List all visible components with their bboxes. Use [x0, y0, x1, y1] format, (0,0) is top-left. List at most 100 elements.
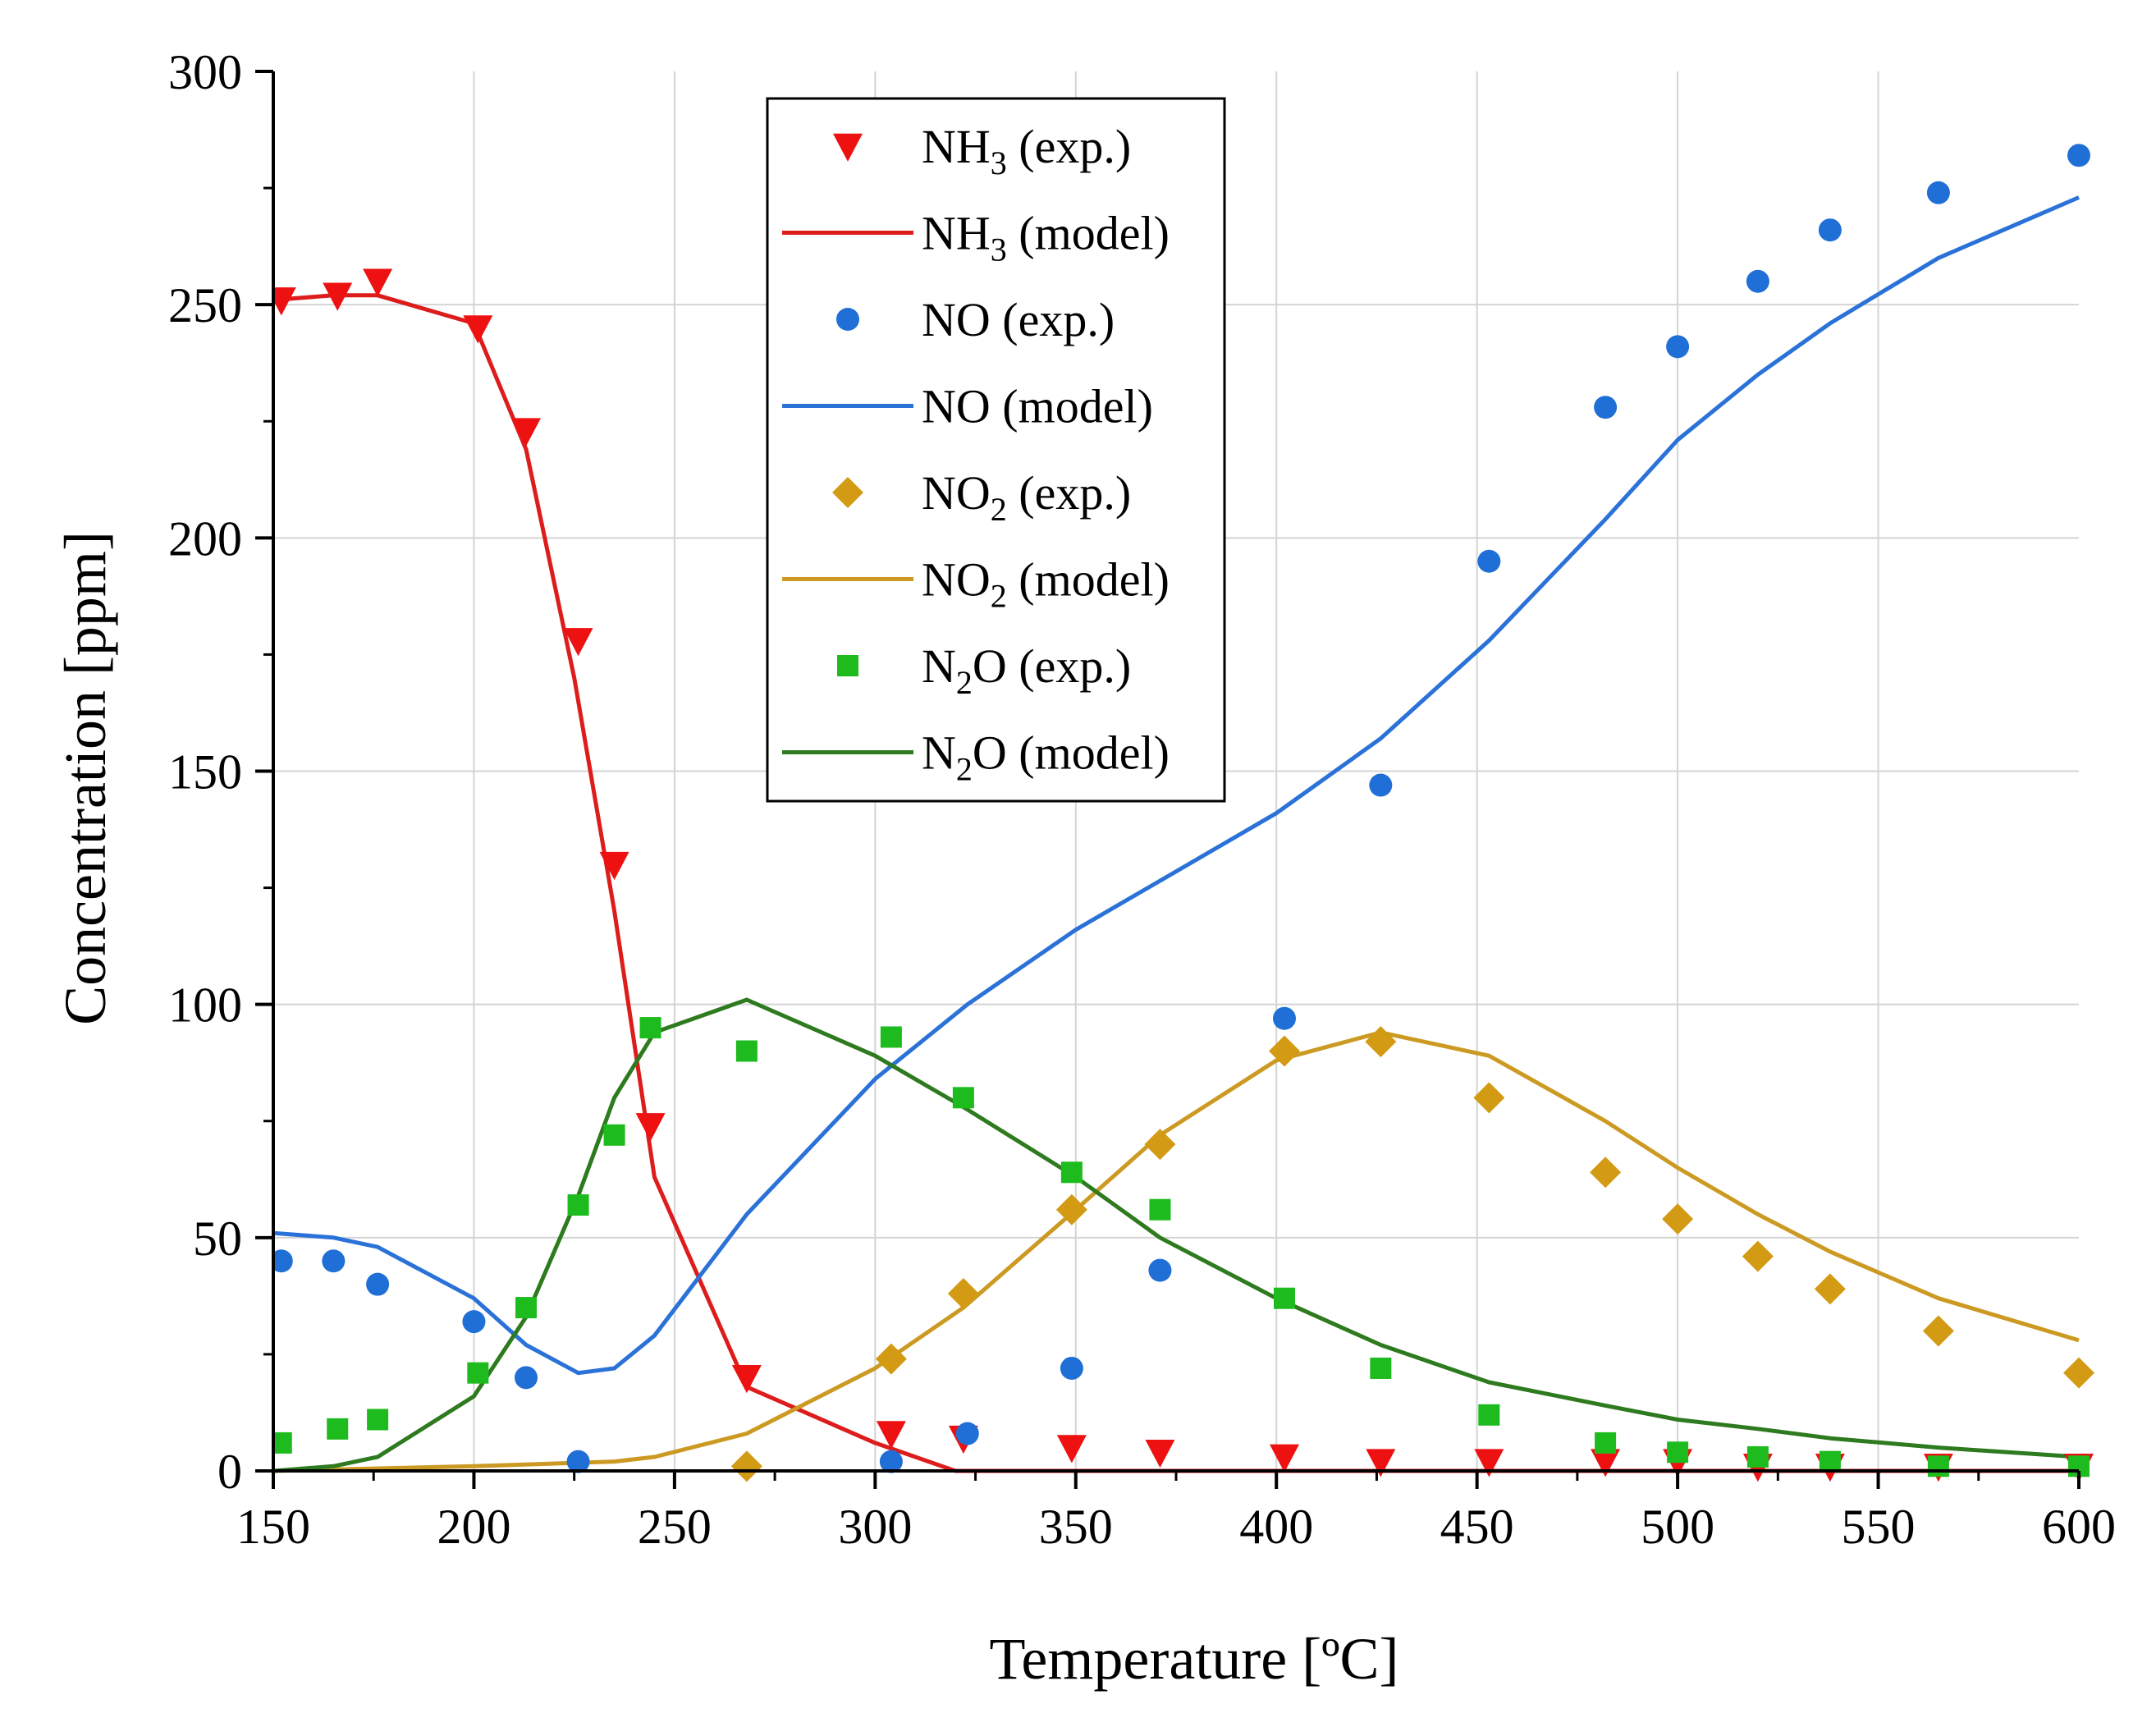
nh3-exp-point [511, 418, 541, 447]
n2o-exp-point [1060, 1161, 1083, 1184]
legend-box [766, 97, 1226, 803]
no2-exp-point [1662, 1203, 1694, 1235]
nh3-exp-point [1056, 1435, 1087, 1464]
x-tick-label: 450 [1440, 1500, 1514, 1554]
no2-exp-point [1590, 1157, 1622, 1189]
n2o-exp-point [1478, 1404, 1500, 1426]
no2-exp-point [947, 1278, 979, 1310]
no2-exp-point [1814, 1273, 1846, 1305]
nh3-exp-point [363, 268, 393, 297]
nh3-exp-point [563, 628, 593, 657]
x-tick-label: 550 [1842, 1500, 1916, 1554]
no-exp-point [1060, 1356, 1083, 1380]
y-tick-label: 200 [168, 511, 242, 566]
no2-exp-point [1365, 1026, 1397, 1058]
nh3-exp-point [731, 1365, 762, 1394]
no-exp-point [2067, 144, 2090, 167]
no2-exp-point [875, 1343, 907, 1375]
x-tick-label: 350 [1039, 1500, 1113, 1554]
n2o-exp-point [639, 1017, 661, 1039]
no-exp-point [1926, 181, 1950, 204]
no-exp-point [462, 1310, 486, 1334]
n2o-exp-point [1927, 1455, 1949, 1477]
no2-exp-point [2063, 1357, 2094, 1389]
legend-item: NO2 (exp.) [832, 466, 1131, 528]
nh3-exp-point [1270, 1444, 1299, 1473]
no2-exp-point [730, 1450, 762, 1482]
legend-item: N2O (model) [782, 726, 1170, 788]
no-exp-point [273, 1249, 293, 1273]
no-exp-point [1477, 549, 1501, 573]
n2o-exp-point [1667, 1441, 1689, 1464]
no-exp-point [322, 1249, 346, 1273]
x-tick-label: 300 [838, 1500, 912, 1554]
no-exp-point [515, 1366, 538, 1390]
legend-item: NO (exp.) [836, 293, 1115, 346]
legend-item: NH3 (exp.) [833, 120, 1131, 181]
legend-swatch-marker [832, 477, 863, 508]
no-exp-point [366, 1272, 390, 1296]
legend-item: NO2 (model) [782, 553, 1170, 615]
n2o-exp-point [1274, 1287, 1295, 1309]
nh3-exp-point [635, 1113, 666, 1142]
no-exp-point [1148, 1258, 1172, 1282]
y-tick-label: 150 [168, 745, 242, 799]
no2-model-line [273, 1030, 2080, 1473]
legend-item: NH3 (model) [782, 207, 1170, 268]
n2o-exp-point [567, 1194, 589, 1216]
no2-exp-point [1473, 1082, 1505, 1114]
axes: 150 200 250 300 350 400 450 500 550 600 0 50 100 150 2… [168, 45, 2116, 1554]
legend-swatch-marker [836, 308, 859, 331]
y-tick-label: 300 [168, 45, 242, 99]
n2o-exp-point [515, 1297, 537, 1319]
x-tick-label: 500 [1641, 1500, 1714, 1554]
n2o-exp-point [1819, 1450, 1841, 1473]
no-exp-point [879, 1450, 903, 1473]
legend-label: NO2 (model) [922, 553, 1170, 615]
no-exp-point [1746, 269, 1769, 293]
x-tick-label: 250 [638, 1500, 712, 1554]
n2o-exp-point [273, 1432, 292, 1454]
y-tick-label: 0 [217, 1445, 242, 1499]
nh3-exp-point [876, 1421, 906, 1450]
no-model-line [273, 195, 2080, 1376]
legend-label: NH3 (exp.) [922, 120, 1131, 181]
n2o-exp-point [327, 1418, 349, 1440]
legend-label: NO (model) [922, 380, 1153, 433]
y-tick-label: 50 [193, 1212, 242, 1266]
no2-exp-point [1742, 1240, 1774, 1272]
n2o-exp-point [603, 1124, 625, 1146]
legend-swatch-marker [837, 655, 858, 676]
y-axis-title: Concentration [ppm] [53, 531, 118, 1025]
legend-item: N2O (exp.) [837, 639, 1131, 701]
nh3-exp-point [1474, 1449, 1504, 1477]
y-tick-label: 100 [168, 978, 242, 1033]
n2o-exp-point [880, 1026, 902, 1048]
legend: NH3 (exp.) NH3 (model) NO (exp.) NO (model)… [766, 97, 1226, 803]
n2o-exp-point [367, 1409, 389, 1431]
nh3-exp-point [323, 282, 353, 311]
n2o-exp-point [1370, 1357, 1392, 1379]
legend-swatch-marker [833, 133, 863, 162]
n2o-exp-point [1746, 1445, 1769, 1468]
legend-item: NO (model) [782, 380, 1153, 433]
no-exp-point [1273, 1006, 1296, 1030]
x-tick-label: 400 [1239, 1500, 1313, 1554]
y-tick-label: 250 [168, 278, 242, 332]
n2o-model-line [273, 997, 2080, 1473]
no2-exp-point [1055, 1193, 1087, 1225]
no-exp-point [1369, 773, 1393, 797]
no-exp-point [955, 1422, 979, 1445]
nh3-exp-point [1591, 1449, 1621, 1477]
nh3-exp-point [1145, 1439, 1175, 1468]
nh3-exp-point [273, 287, 296, 316]
n2o-exp-point [1595, 1432, 1617, 1454]
no-exp-point [566, 1450, 590, 1473]
no-exp-point [1818, 218, 1842, 242]
n2o-exp-point [735, 1040, 758, 1062]
legend-label: NO (exp.) [922, 293, 1115, 346]
x-tick-label: 600 [2042, 1500, 2116, 1554]
x-tick-label: 200 [437, 1500, 510, 1554]
nh3-exp-point [463, 315, 493, 344]
